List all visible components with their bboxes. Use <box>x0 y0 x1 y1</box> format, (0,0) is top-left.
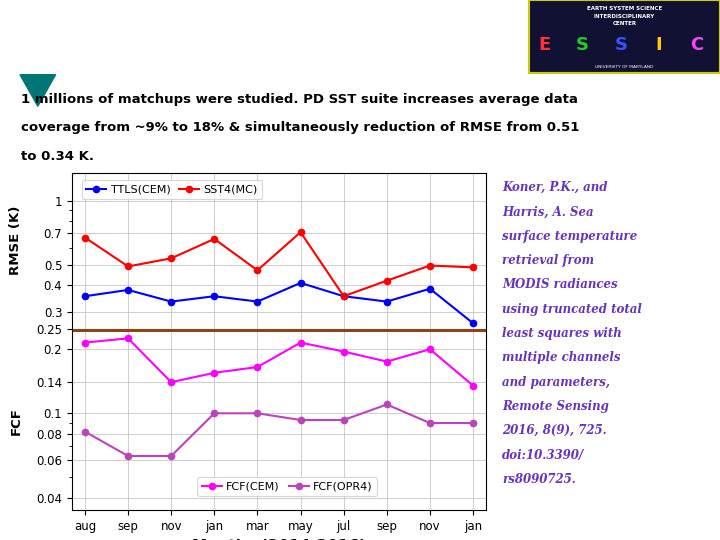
Text: retrieval from: retrieval from <box>502 254 594 267</box>
Legend: FCF(CEM), FCF(OPR4): FCF(CEM), FCF(OPR4) <box>197 477 377 496</box>
Text: doi:10.3390/: doi:10.3390/ <box>502 449 584 462</box>
Text: C: C <box>690 36 703 54</box>
Text: RMSE (K): RMSE (K) <box>9 206 22 275</box>
Text: 1 millions of matchups were studied. PD SST suite increases average data: 1 millions of matchups were studied. PD … <box>22 93 578 106</box>
Text: I: I <box>656 36 662 54</box>
Polygon shape <box>20 75 55 106</box>
Text: coverage from ~9% to 18% & simultaneously reduction of RMSE from 0.51: coverage from ~9% to 18% & simultaneousl… <box>22 121 580 134</box>
Text: CENTER: CENTER <box>613 21 636 26</box>
Text: using truncated total: using truncated total <box>502 303 642 316</box>
Text: MODIS radiances: MODIS radiances <box>502 279 618 292</box>
Text: and parameters,: and parameters, <box>502 376 610 389</box>
Text: UNIVERSITY OF MARYLAND: UNIVERSITY OF MARYLAND <box>595 65 654 69</box>
Text: FCF: FCF <box>9 407 22 435</box>
Text: least squares with: least squares with <box>502 327 622 340</box>
Text: INTERDISCIPLINARY: INTERDISCIPLINARY <box>594 14 655 18</box>
Text: surface temperature: surface temperature <box>502 230 637 243</box>
Text: EARTH SYSTEM SCIENCE: EARTH SYSTEM SCIENCE <box>587 6 662 11</box>
X-axis label: Months (2014-2016): Months (2014-2016) <box>192 538 366 540</box>
Text: Harris, A. Sea: Harris, A. Sea <box>502 206 593 219</box>
Text: Koner, P.K., and: Koner, P.K., and <box>502 181 608 194</box>
Text: to 0.34 K.: to 0.34 K. <box>22 150 94 163</box>
Text: PDSST suite on MODIS-A (Night): PDSST suite on MODIS-A (Night) <box>13 23 492 50</box>
Text: Remote Sensing: Remote Sensing <box>502 400 609 413</box>
Text: S: S <box>614 36 627 54</box>
Text: S: S <box>576 36 589 54</box>
Text: E: E <box>539 36 551 54</box>
Text: 2016, 8(9), 725.: 2016, 8(9), 725. <box>502 424 607 437</box>
FancyBboxPatch shape <box>529 0 720 73</box>
Text: rs8090725.: rs8090725. <box>502 473 576 486</box>
Text: multiple channels: multiple channels <box>502 352 621 365</box>
